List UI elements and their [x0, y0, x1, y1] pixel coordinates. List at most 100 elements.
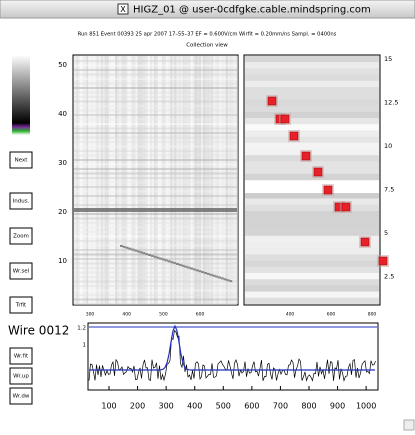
panels	[72, 54, 389, 391]
tick-label: 40	[58, 110, 67, 118]
hit	[156, 256, 160, 259]
button[interactable]	[9, 192, 33, 210]
texture	[166, 56, 169, 304]
texture	[245, 198, 379, 205]
tick-label: 400	[286, 312, 295, 318]
x-icon-glyph: X	[120, 5, 126, 14]
texture	[178, 56, 181, 304]
texture	[74, 163, 237, 166]
hit	[167, 260, 171, 263]
button[interactable]	[9, 296, 33, 314]
texture	[74, 100, 237, 103]
texture	[245, 62, 379, 69]
hit	[164, 259, 168, 262]
texture	[245, 242, 379, 249]
tick-label: 50	[58, 61, 67, 69]
texture	[74, 226, 237, 229]
button-label[interactable]: Wr.up	[13, 374, 29, 380]
texture	[74, 235, 237, 238]
tick-label: 300	[86, 312, 95, 318]
texture	[74, 73, 237, 76]
tick-label: 1.2	[77, 326, 86, 332]
texture	[112, 56, 115, 304]
color-scale	[12, 55, 30, 135]
hit	[162, 258, 165, 261]
button-label[interactable]: Zoom	[13, 234, 29, 240]
texture	[245, 68, 379, 75]
button[interactable]	[9, 151, 33, 169]
texture	[225, 56, 228, 304]
texture	[74, 78, 237, 80]
texture	[219, 56, 222, 304]
button-label[interactable]: Wr.dw	[13, 394, 30, 400]
texture	[74, 294, 237, 296]
texture	[205, 56, 208, 304]
tick-label: 500	[159, 312, 168, 318]
texture	[74, 271, 237, 274]
texture	[223, 56, 226, 304]
hit	[131, 248, 135, 251]
resize-grip[interactable]	[403, 419, 415, 431]
texture	[74, 298, 237, 301]
button[interactable]	[9, 262, 33, 280]
texture	[245, 99, 379, 106]
texture	[74, 141, 237, 143]
texture	[197, 56, 200, 304]
texture	[217, 56, 220, 304]
texture	[184, 56, 187, 304]
texture	[245, 93, 379, 100]
x-icon[interactable]	[117, 3, 129, 15]
button-label[interactable]: Next	[15, 158, 29, 164]
texture	[245, 80, 379, 87]
texture	[74, 168, 237, 170]
texture	[74, 150, 237, 152]
button-label[interactable]: Wr.fit	[14, 354, 29, 360]
tick-label: 500	[216, 402, 231, 411]
texture	[74, 118, 237, 121]
texture	[245, 285, 379, 292]
texture	[80, 56, 83, 304]
hit	[190, 267, 193, 270]
texture	[74, 195, 237, 197]
texture	[90, 56, 93, 304]
tick-label: 100	[101, 402, 116, 411]
tick-label: 200	[130, 402, 145, 411]
texture	[74, 289, 237, 292]
button[interactable]	[9, 347, 33, 365]
texture	[245, 254, 379, 261]
texture	[245, 223, 379, 230]
texture	[231, 56, 234, 304]
texture	[74, 87, 237, 89]
texture	[74, 285, 237, 287]
button-label[interactable]: Indus.	[13, 199, 30, 205]
texture	[74, 303, 237, 305]
hit	[229, 280, 233, 283]
texture	[74, 177, 237, 179]
texture	[245, 260, 379, 267]
button[interactable]	[9, 387, 33, 405]
texture	[131, 56, 134, 304]
texture	[213, 56, 216, 304]
button-label[interactable]: Trfit	[15, 303, 27, 309]
texture	[245, 87, 379, 94]
texture	[182, 56, 185, 304]
button[interactable]	[9, 227, 33, 245]
texture	[141, 56, 144, 304]
texture	[143, 56, 146, 304]
texture	[106, 56, 109, 304]
texture	[74, 145, 237, 148]
texture	[245, 192, 379, 199]
hit	[120, 245, 123, 247]
texture	[149, 56, 152, 304]
hit	[134, 249, 137, 252]
button-label[interactable]: Wr.sel	[13, 269, 30, 275]
tick-label: 600	[327, 312, 336, 318]
texture	[74, 132, 237, 134]
texture	[164, 56, 167, 304]
tick-label: 5	[384, 229, 388, 237]
texture	[74, 267, 237, 269]
texture	[74, 154, 237, 157]
texture	[158, 56, 161, 304]
hit	[201, 271, 205, 274]
button[interactable]	[9, 367, 33, 385]
